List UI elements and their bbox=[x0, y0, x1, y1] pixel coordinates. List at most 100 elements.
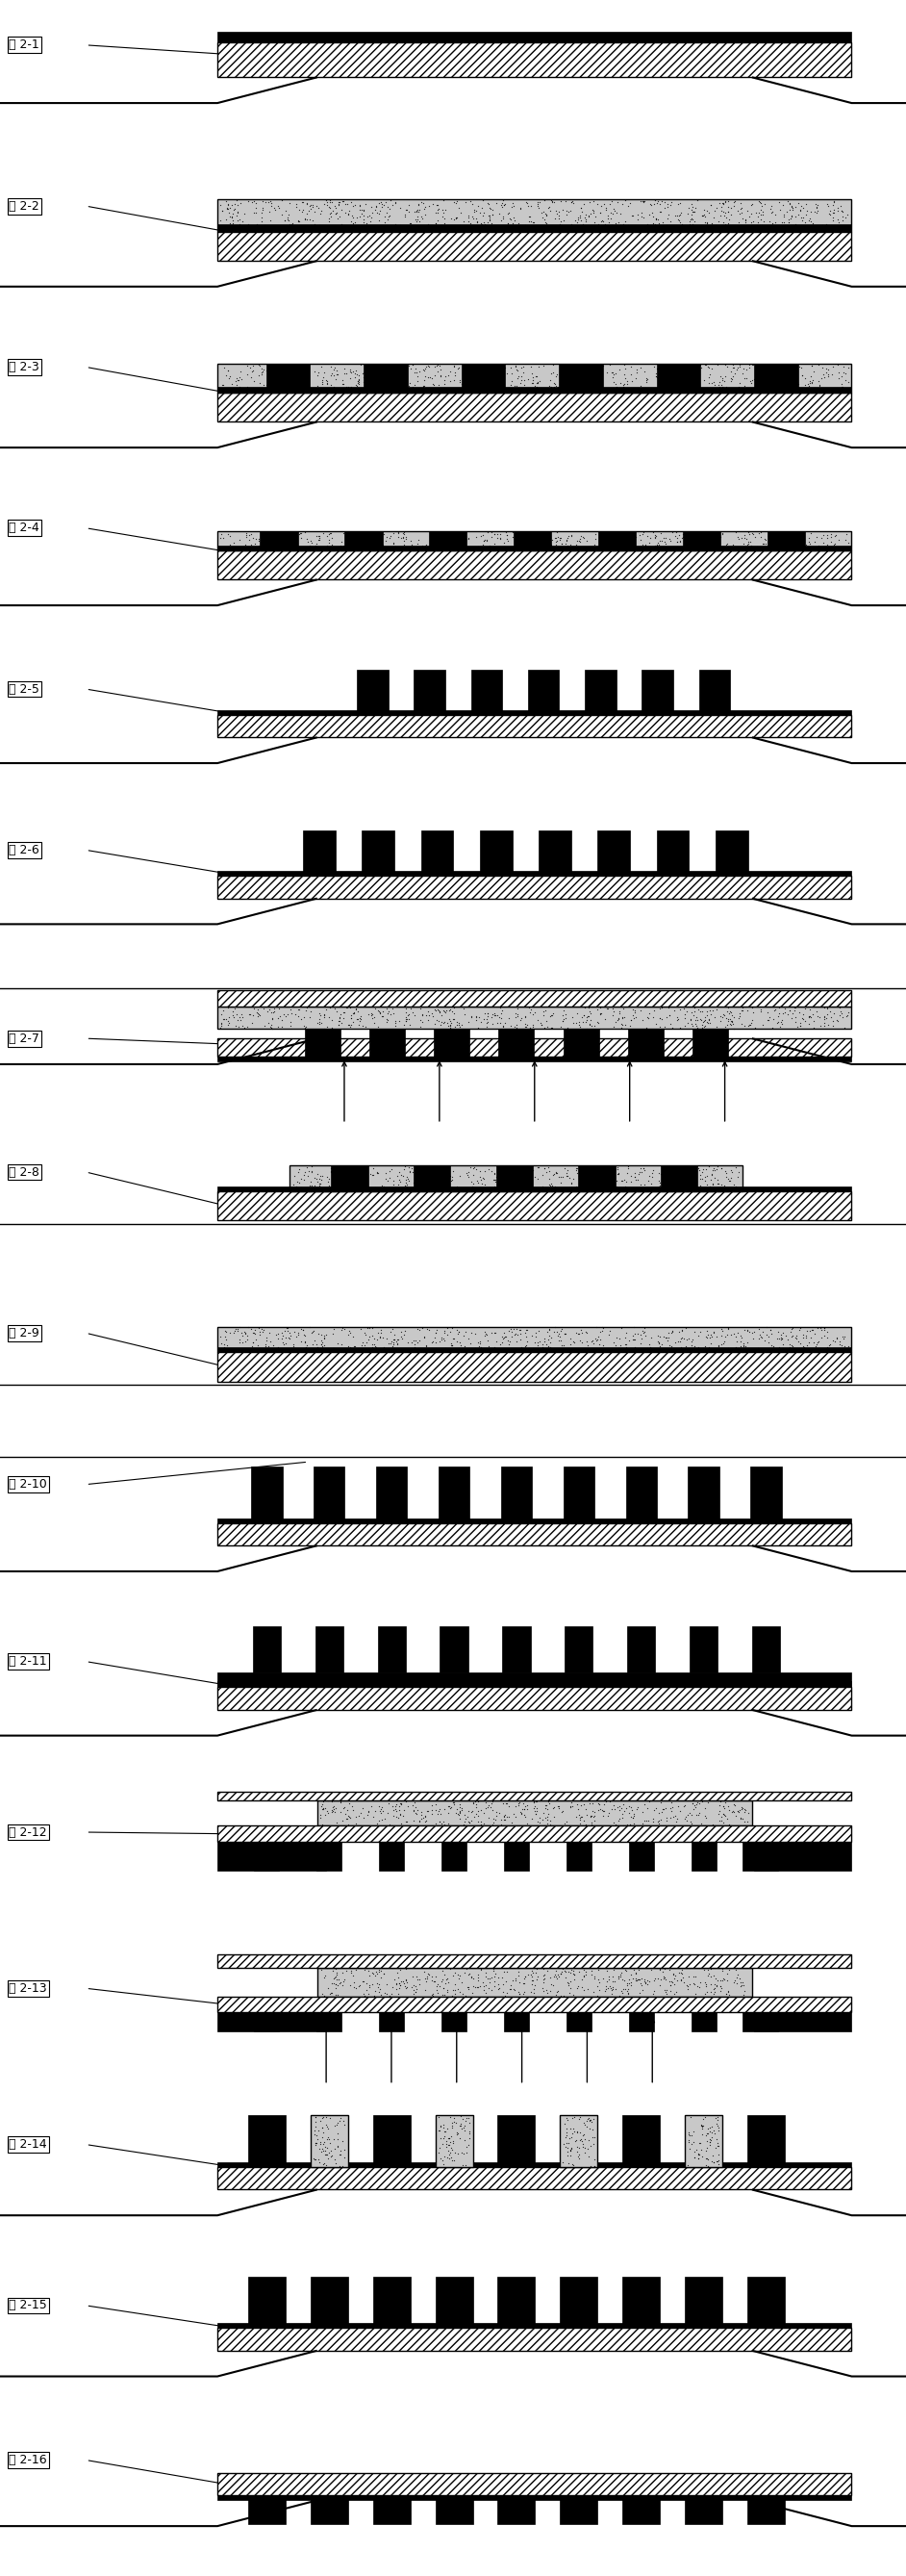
Point bbox=[543, 185, 557, 227]
Point bbox=[574, 1157, 589, 1198]
Point bbox=[304, 209, 318, 250]
Point bbox=[626, 1958, 641, 1999]
Point bbox=[453, 1798, 467, 1839]
Point bbox=[230, 999, 245, 1041]
Point bbox=[731, 1790, 746, 1832]
Point bbox=[709, 989, 724, 1030]
Point bbox=[457, 2107, 471, 2148]
Point bbox=[824, 520, 838, 562]
Point bbox=[327, 1327, 342, 1368]
Point bbox=[577, 1955, 592, 1996]
Point bbox=[707, 1955, 721, 1996]
Point bbox=[324, 523, 339, 564]
Point bbox=[701, 348, 716, 389]
Point bbox=[487, 1798, 502, 1839]
Point bbox=[544, 994, 558, 1036]
Point bbox=[311, 2138, 325, 2179]
Bar bbox=[217, 2473, 852, 2496]
Point bbox=[482, 363, 496, 404]
Point bbox=[590, 1159, 604, 1200]
Point bbox=[795, 355, 810, 397]
Point bbox=[622, 518, 636, 559]
Point bbox=[427, 1164, 441, 1206]
Point bbox=[337, 371, 352, 412]
Point bbox=[327, 1785, 342, 1826]
Point bbox=[477, 1965, 491, 2007]
Point bbox=[789, 206, 804, 247]
Point bbox=[334, 520, 349, 562]
Point bbox=[552, 1157, 566, 1198]
Bar bbox=[564, 1466, 594, 1522]
Point bbox=[473, 1167, 487, 1208]
Point bbox=[549, 1151, 564, 1193]
Point bbox=[545, 528, 560, 569]
Point bbox=[558, 2128, 573, 2169]
Point bbox=[282, 198, 296, 240]
Point bbox=[704, 1314, 718, 1355]
Point bbox=[610, 1788, 624, 1829]
Point bbox=[721, 1790, 736, 1832]
Point bbox=[398, 1965, 412, 2007]
Point bbox=[296, 1005, 311, 1046]
Point bbox=[282, 361, 296, 402]
Point bbox=[508, 1960, 523, 2002]
Point bbox=[388, 1002, 402, 1043]
Point bbox=[480, 994, 495, 1036]
Point bbox=[636, 526, 651, 567]
Point bbox=[664, 1311, 679, 1352]
Point bbox=[805, 368, 819, 410]
Point bbox=[319, 1314, 333, 1355]
Point bbox=[548, 523, 563, 564]
Point bbox=[386, 1164, 400, 1206]
Point bbox=[677, 513, 691, 554]
Point bbox=[481, 1798, 496, 1839]
Point bbox=[399, 188, 413, 229]
Point bbox=[428, 1316, 442, 1358]
Point bbox=[528, 1953, 543, 1994]
Point bbox=[307, 1311, 322, 1352]
Point bbox=[440, 2125, 455, 2166]
Point bbox=[517, 206, 532, 247]
Point bbox=[349, 1157, 363, 1198]
Point bbox=[700, 2107, 715, 2148]
Point bbox=[518, 1309, 533, 1350]
Point bbox=[733, 188, 747, 229]
Bar bbox=[217, 2012, 326, 2032]
Point bbox=[632, 1151, 647, 1193]
Point bbox=[498, 1164, 513, 1206]
Point bbox=[428, 528, 442, 569]
Point bbox=[566, 1953, 581, 1994]
Point bbox=[237, 193, 252, 234]
Point bbox=[566, 2110, 581, 2151]
Bar bbox=[378, 1625, 406, 1672]
Point bbox=[452, 358, 467, 399]
Point bbox=[765, 1007, 779, 1048]
Point bbox=[396, 348, 410, 389]
Point bbox=[564, 1785, 578, 1826]
Point bbox=[376, 523, 390, 564]
Point bbox=[794, 196, 808, 237]
Point bbox=[536, 1947, 551, 1989]
Point bbox=[501, 193, 516, 234]
Point bbox=[691, 2138, 706, 2179]
Point bbox=[715, 997, 729, 1038]
Point bbox=[692, 2123, 707, 2164]
Point bbox=[486, 1159, 500, 1200]
Point bbox=[436, 1146, 450, 1188]
Point bbox=[576, 518, 591, 559]
Point bbox=[515, 515, 529, 556]
Point bbox=[443, 1005, 458, 1046]
Point bbox=[309, 523, 323, 564]
Point bbox=[255, 350, 270, 392]
Point bbox=[353, 1329, 368, 1370]
Point bbox=[589, 1149, 603, 1190]
Point bbox=[517, 1788, 532, 1829]
Point bbox=[466, 1958, 480, 1999]
Point bbox=[772, 992, 786, 1033]
Point bbox=[335, 211, 350, 252]
Point bbox=[387, 1319, 401, 1360]
Point bbox=[554, 1950, 569, 1991]
Point bbox=[441, 2117, 456, 2159]
Point bbox=[393, 1965, 408, 2007]
Point bbox=[226, 193, 240, 234]
